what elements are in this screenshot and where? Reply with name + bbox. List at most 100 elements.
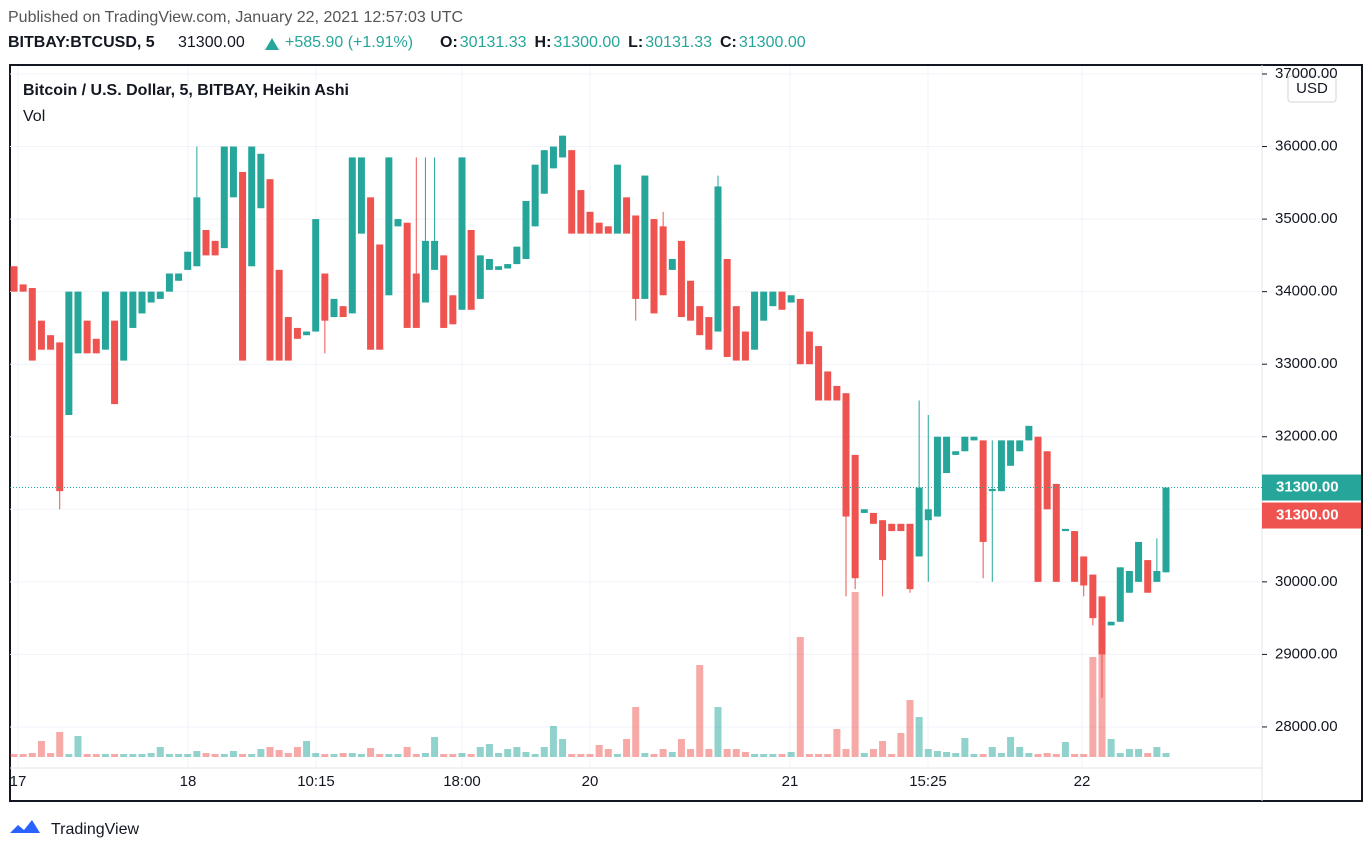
candle-body xyxy=(1016,440,1024,452)
volume-bar xyxy=(239,754,247,757)
volume-bar xyxy=(897,733,905,757)
volume-label: Vol xyxy=(23,108,45,125)
candle-body xyxy=(952,451,960,455)
x-tick-label: 15:25 xyxy=(909,773,947,790)
volume-bar xyxy=(1125,749,1133,757)
change: +585.90 (+1.91%) xyxy=(285,34,413,51)
candle-body xyxy=(1098,596,1106,655)
candle-body xyxy=(1007,440,1015,466)
volume-bar xyxy=(787,752,795,757)
candle-body xyxy=(367,197,375,350)
candle-body xyxy=(339,306,347,318)
candle-body xyxy=(705,317,713,350)
candle-body xyxy=(513,246,521,265)
y-tick-label: 30000.00 xyxy=(1275,573,1338,590)
up-arrow xyxy=(265,38,279,50)
candle-body xyxy=(1135,541,1143,582)
volume-bar xyxy=(330,754,338,757)
volume-bar xyxy=(458,753,466,757)
candle-body xyxy=(1089,574,1097,619)
candle-body xyxy=(495,266,503,270)
volume-bar xyxy=(632,707,640,757)
volume-bar xyxy=(111,754,119,757)
ohlc-value: 31300.00 xyxy=(739,34,806,51)
volume-bar xyxy=(833,729,841,757)
candle-body xyxy=(284,317,292,361)
volume-bar xyxy=(549,726,557,757)
volume-bar xyxy=(860,753,868,757)
volume-bar xyxy=(1043,753,1051,757)
volume-bar xyxy=(751,754,759,757)
volume-bar xyxy=(421,753,429,757)
ohlc-value: 30131.33 xyxy=(645,34,712,51)
candle-body xyxy=(988,488,996,492)
volume-bar xyxy=(65,754,73,757)
volume-bar xyxy=(723,749,731,757)
volume-bar xyxy=(1071,754,1079,757)
volume-bar xyxy=(1080,754,1088,757)
last-price-box xyxy=(1262,474,1361,501)
y-tick-label: 33000.00 xyxy=(1275,355,1338,372)
volume-bar xyxy=(623,739,631,757)
candle-body xyxy=(266,179,274,361)
candle-body xyxy=(1153,570,1161,582)
volume-bar xyxy=(568,754,576,757)
volume-bar xyxy=(952,753,960,757)
volume-bar xyxy=(275,750,283,757)
ohlc-label: L: xyxy=(628,34,643,51)
candle-body xyxy=(101,291,109,350)
candle-body xyxy=(19,284,27,292)
volume-bar xyxy=(705,749,713,757)
candle-body xyxy=(522,200,530,260)
candle-body xyxy=(613,164,621,234)
legend-title: Bitcoin / U.S. Dollar, 5, BITBAY, Heikin… xyxy=(23,82,349,99)
volume-bar xyxy=(165,754,173,757)
candle-body xyxy=(805,331,813,365)
candle-body xyxy=(668,259,676,270)
volume-bar xyxy=(522,752,530,757)
volume-bar xyxy=(47,753,55,757)
candle-body xyxy=(677,240,685,318)
volume-bar xyxy=(184,754,192,757)
volume-bar xyxy=(1162,753,1170,757)
volume-bar xyxy=(504,749,512,757)
y-tick-label: 32000.00 xyxy=(1275,428,1338,445)
candle-body xyxy=(888,523,896,532)
candle-body xyxy=(394,219,402,227)
candle-body xyxy=(330,298,338,318)
x-tick-label: 18:00 xyxy=(443,773,481,790)
candle-body xyxy=(65,291,73,415)
candle-body xyxy=(147,291,155,303)
volume-bar xyxy=(394,754,402,757)
candle-body xyxy=(248,146,256,267)
grid xyxy=(10,66,1267,768)
candle-body xyxy=(440,255,448,328)
volume-bar xyxy=(321,754,329,757)
volume-bar xyxy=(156,747,164,757)
y-tick-label: 34000.00 xyxy=(1275,283,1338,300)
volume-bar xyxy=(1052,754,1060,757)
candle-body xyxy=(623,197,631,234)
volume-bar xyxy=(714,707,722,757)
volume-bar xyxy=(961,738,969,757)
candle-body xyxy=(595,222,603,234)
candle-body xyxy=(815,346,823,401)
candle-body xyxy=(10,266,18,292)
candle-body xyxy=(997,440,1005,492)
volume-bar xyxy=(485,744,493,757)
ohlc-label: O: xyxy=(440,34,458,51)
candle-body xyxy=(568,150,576,234)
candle-body xyxy=(431,240,439,270)
volume-bar xyxy=(385,754,393,757)
candle-body xyxy=(741,331,749,361)
close-price-label: 31300.00 xyxy=(1276,507,1339,524)
volume-bar xyxy=(83,754,91,757)
candle-body xyxy=(632,215,640,299)
x-tick-label: 20 xyxy=(582,773,599,790)
candle-body xyxy=(696,306,704,336)
close-price-box xyxy=(1262,502,1361,529)
candle-body xyxy=(641,175,649,299)
x-tick-label: 18 xyxy=(180,773,197,790)
candle-body xyxy=(458,157,466,310)
